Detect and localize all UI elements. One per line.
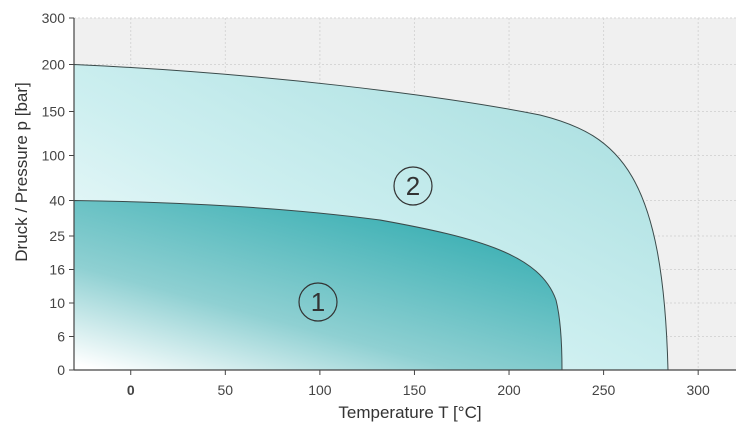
x-tick-label: 300: [686, 382, 710, 398]
y-tick-label: 200: [42, 57, 66, 73]
x-tick-label: 50: [218, 382, 234, 398]
y-axis-title: Druck / Pressure p [bar]: [12, 82, 31, 262]
region-1-area: [73, 199, 563, 371]
x-tick-label: 200: [497, 382, 521, 398]
y-ticks: 0 6 10 16 25 40 100 150 200 300: [42, 10, 74, 378]
y-tick-label: 10: [49, 295, 65, 311]
region-2-circle: [393, 166, 433, 206]
y-tick-label: 300: [42, 10, 66, 26]
region-2-marker: 2: [393, 166, 433, 206]
x-tick-label: 100: [308, 382, 332, 398]
x-tick-label: 0: [127, 382, 135, 398]
x-tick-label: 150: [403, 382, 427, 398]
y-tick-label: 150: [42, 104, 66, 120]
x-ticks: 0 50 100 150 200 250 300: [127, 370, 710, 398]
y-tick-label: 40: [49, 193, 65, 209]
y-tick-label: 0: [57, 362, 65, 378]
y-tick-label: 16: [49, 262, 65, 278]
x-tick-label: 250: [592, 382, 616, 398]
x-axis-title: Temperature T [°C]: [338, 403, 481, 422]
y-tick-label: 100: [42, 148, 66, 164]
region-1-label: 1: [311, 287, 325, 317]
region-1-circle: [298, 282, 338, 322]
y-tick-label: 25: [49, 228, 65, 244]
region-1-marker: 1: [298, 282, 338, 322]
region-2-label: 2: [406, 171, 420, 201]
y-tick-label: 6: [57, 329, 65, 345]
